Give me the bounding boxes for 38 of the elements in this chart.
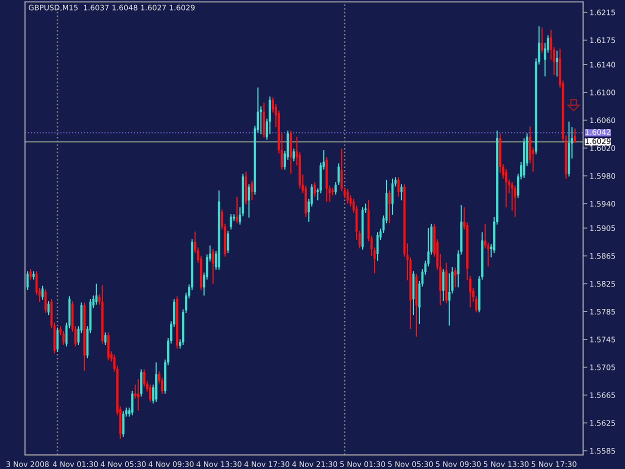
candlestick (314, 182, 316, 198)
candlestick (454, 267, 456, 288)
candlestick (574, 128, 576, 144)
candlestick (388, 190, 391, 224)
candlestick (400, 184, 403, 201)
candlestick (346, 188, 349, 204)
candlestick (122, 410, 124, 438)
candlestick (47, 300, 50, 316)
candlestick (226, 230, 230, 254)
candlestick (391, 178, 394, 216)
candlestick (149, 384, 152, 403)
candlestick (376, 232, 379, 262)
candlestick (107, 332, 110, 361)
candlestick (262, 102, 265, 138)
candlestick (514, 185, 516, 218)
candlestick (505, 168, 508, 208)
candlestick (44, 288, 47, 314)
candlestick (140, 368, 142, 398)
candlestick (41, 285, 44, 300)
candlestick (26, 270, 29, 291)
candlestick (397, 176, 400, 198)
candlestick (230, 214, 232, 230)
candlestick (442, 268, 444, 302)
candlestick (143, 368, 146, 388)
candlestick (292, 148, 295, 162)
candlestick (250, 180, 254, 201)
candlestick (131, 390, 134, 416)
candlestick (236, 196, 238, 224)
candlestick (29, 268, 32, 280)
candlestick (556, 50, 558, 77)
candlestick (540, 27, 544, 54)
candlestick (248, 184, 250, 218)
candlestick (56, 327, 59, 352)
candlestick (104, 332, 106, 346)
candlestick (290, 130, 292, 174)
candlestick (137, 378, 140, 411)
candlestick (95, 283, 98, 306)
candlestick (212, 248, 214, 284)
